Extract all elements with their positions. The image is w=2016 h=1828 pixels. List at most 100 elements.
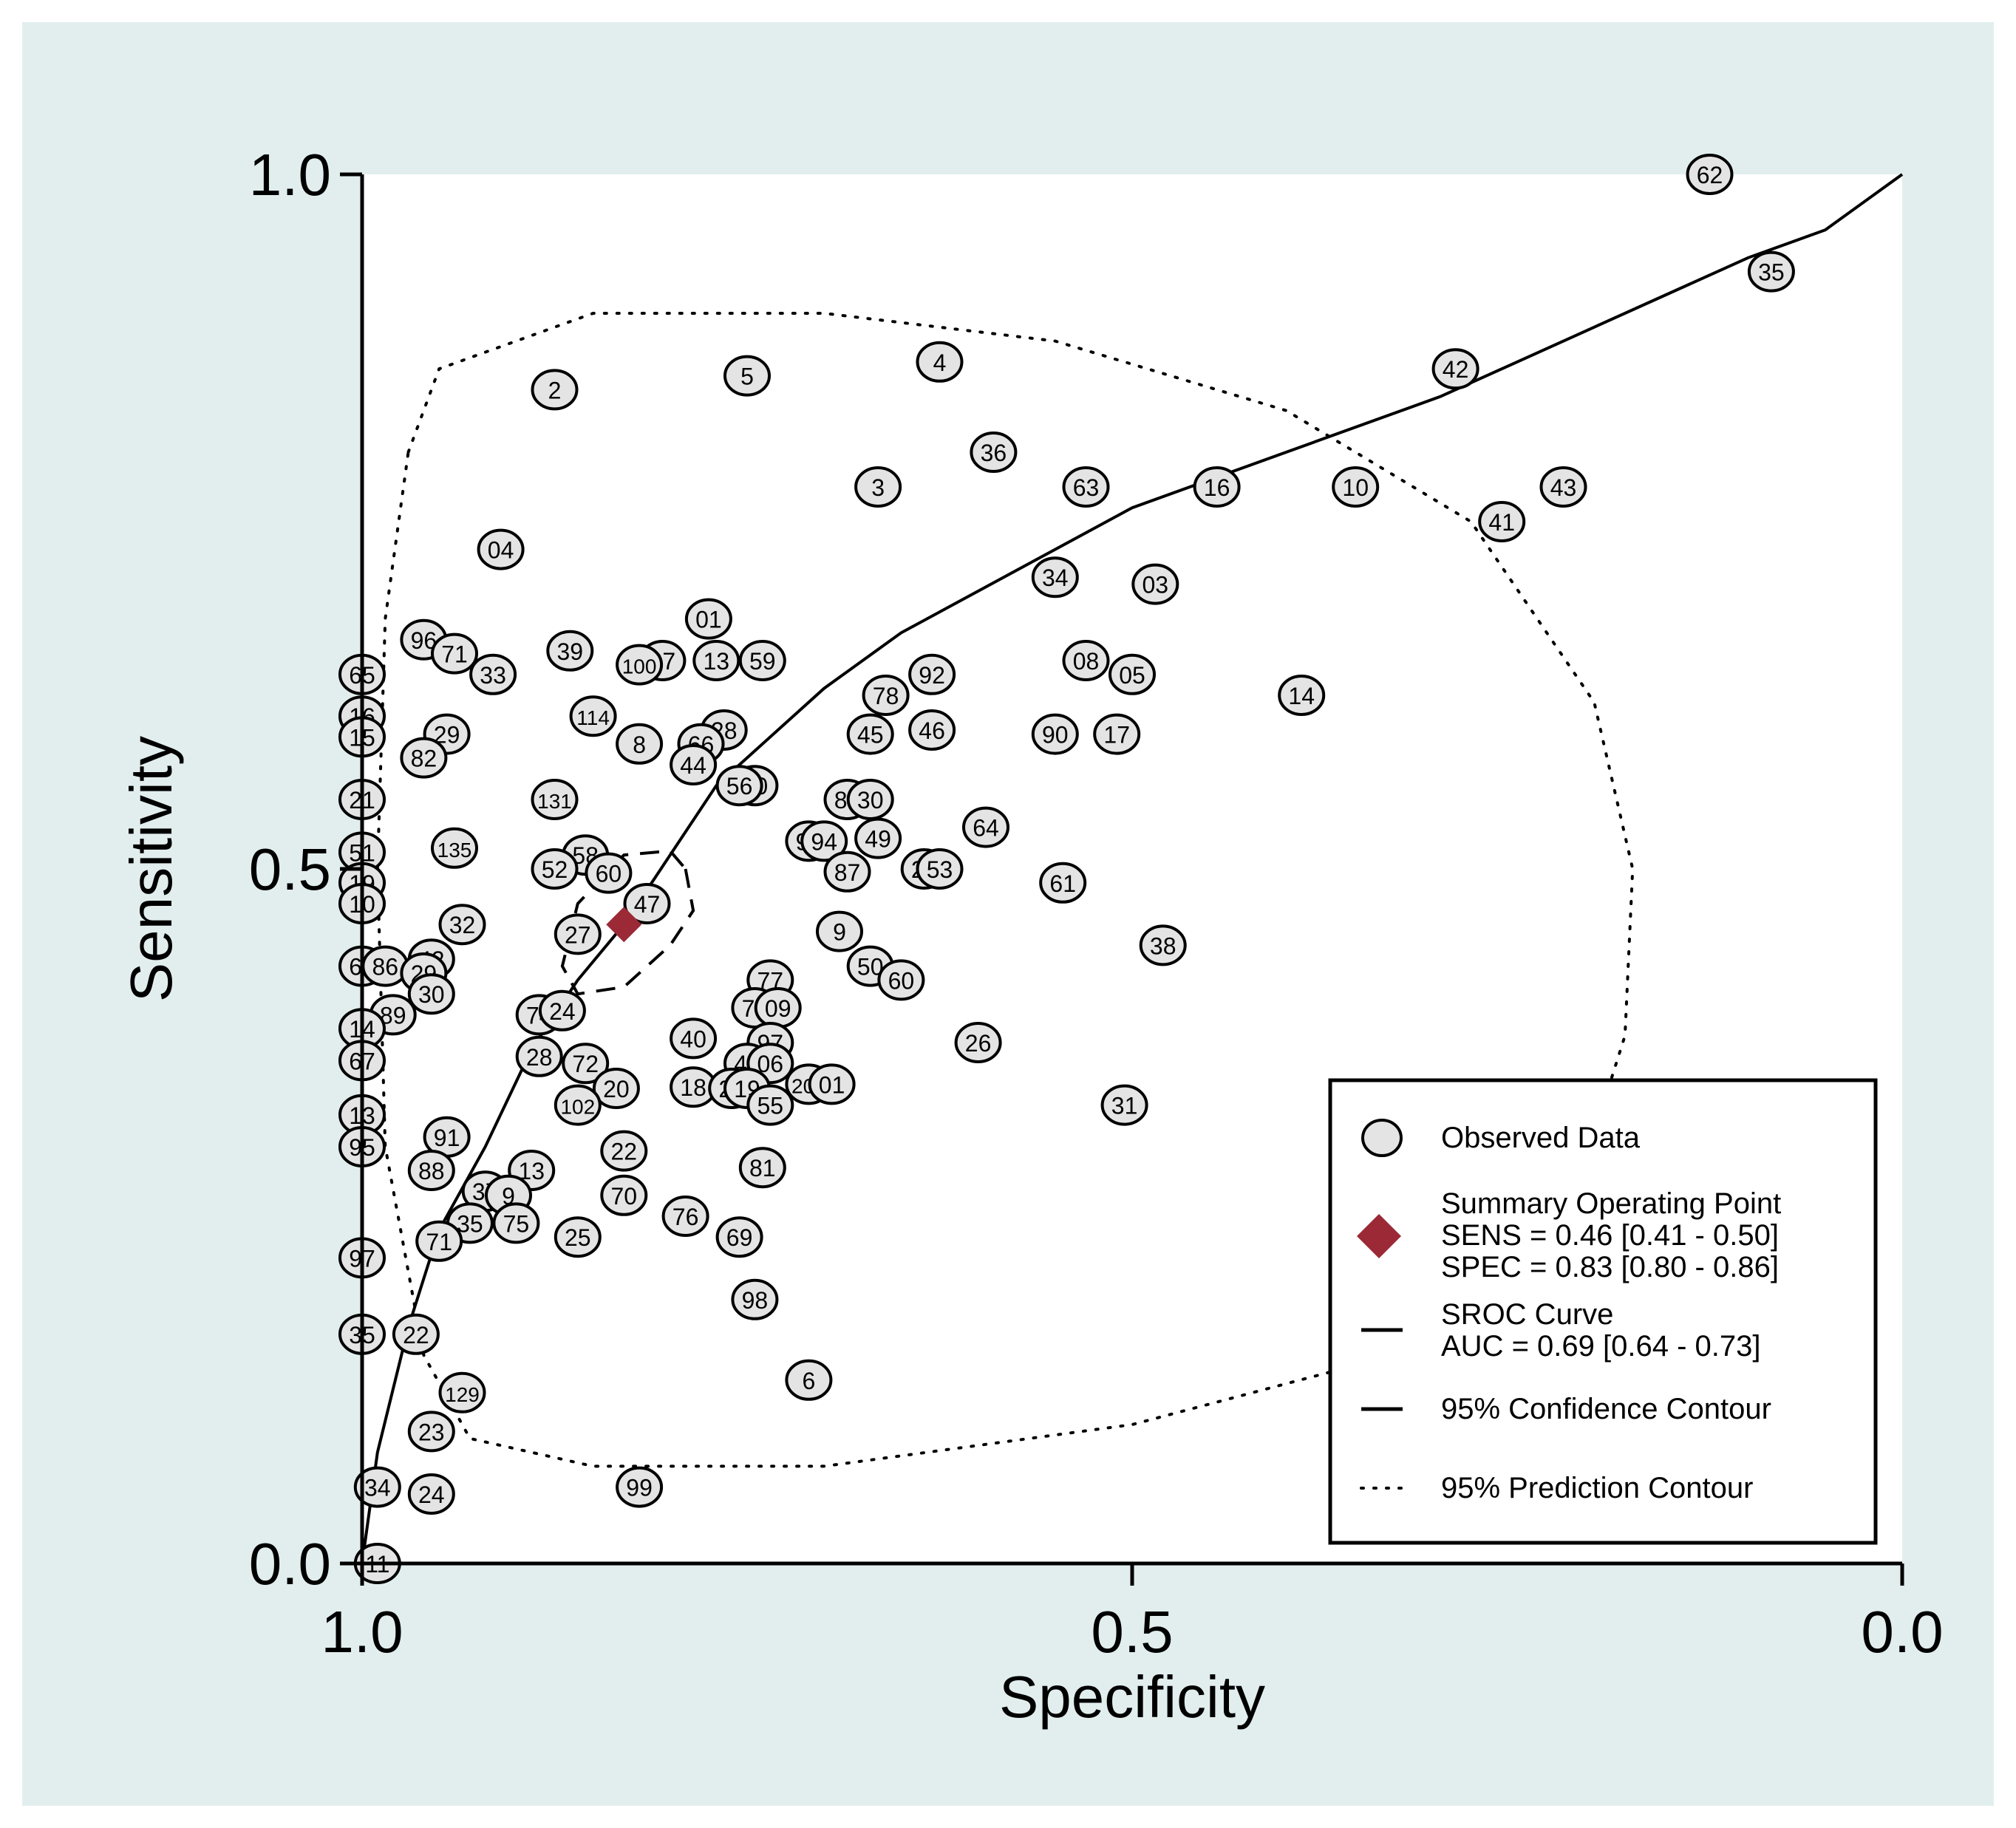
observed-point: 25 [554, 1216, 602, 1258]
observed-point: 24 [538, 989, 586, 1031]
legend-sroc-label: SROC Curve [1441, 1298, 1613, 1331]
observed-point-marker [469, 653, 517, 695]
x-axis-label: Specificity [999, 1664, 1265, 1730]
observed-point-label: 60 [888, 967, 915, 994]
observed-point-label: 129 [445, 1383, 480, 1406]
observed-point-marker [431, 632, 478, 675]
observed-point-marker [731, 1278, 779, 1320]
observed-point-marker [431, 827, 478, 869]
observed-point: 26 [954, 1022, 1002, 1063]
observed-point-marker [846, 779, 894, 820]
observed-point: 59 [738, 640, 786, 681]
observed-point-marker [816, 910, 863, 952]
legend-summary-sens: SENS = 0.46 [0.41 - 0.50] [1441, 1219, 1779, 1252]
observed-point: 47 [623, 883, 671, 924]
observed-point: 86 [361, 945, 409, 987]
observed-point-label: 23 [418, 1419, 445, 1445]
observed-point: 23 [407, 1411, 455, 1453]
observed-point-marker [554, 913, 602, 955]
observed-point-label: 27 [565, 921, 591, 948]
observed-point-label: 94 [811, 828, 837, 855]
observed-point: 71 [415, 1220, 463, 1262]
observed-point: 34 [1031, 556, 1079, 598]
observed-point-label: 71 [426, 1229, 452, 1255]
observed-point-label: 9 [833, 919, 846, 946]
observed-point: 43 [1539, 466, 1587, 508]
observed-point-label: 88 [418, 1158, 445, 1184]
observed-point-label: 131 [537, 790, 572, 813]
observed-point-label: 01 [819, 1071, 845, 1098]
observed-point-marker [916, 341, 964, 383]
observed-point-label: 42 [1443, 356, 1469, 383]
observed-point: 55 [746, 1084, 794, 1126]
observed-point-label: 98 [742, 1287, 769, 1314]
observed-point: 135 [431, 827, 478, 869]
observed-point: 70 [600, 1174, 648, 1216]
observed-point: 53 [916, 848, 964, 890]
observed-point-label: 49 [865, 826, 891, 853]
observed-point-marker [1139, 924, 1187, 966]
observed-point: 90 [1031, 713, 1079, 755]
observed-point: 35 [1747, 250, 1795, 293]
observed-point-label: 63 [1073, 474, 1100, 501]
observed-point: 3 [854, 466, 902, 508]
observed-point: 71 [431, 632, 478, 675]
observed-point-label: 78 [873, 683, 899, 709]
observed-point: 42 [1431, 348, 1479, 390]
observed-point-marker [407, 973, 455, 1015]
observed-point-marker [554, 1216, 602, 1258]
observed-point: 102 [554, 1084, 602, 1126]
observed-point: 14 [1278, 675, 1326, 716]
legend-confidence-label: 95% Confidence Contour [1441, 1393, 1771, 1425]
observed-point-label: 14 [1288, 683, 1315, 709]
observed-point-marker [1109, 653, 1156, 695]
observed-point-label: 75 [503, 1210, 530, 1237]
observed-point-label: 3 [871, 474, 885, 501]
observed-point-marker [962, 806, 1009, 848]
observed-point-label: 22 [611, 1139, 638, 1165]
observed-point-label: 135 [437, 839, 472, 862]
observed-point-label: 30 [418, 981, 445, 1008]
observed-point-marker [407, 1150, 455, 1191]
observed-point: 64 [962, 806, 1009, 848]
observed-point-label: 35 [1758, 259, 1785, 286]
observed-point-marker [738, 640, 786, 681]
observed-point: 49 [854, 817, 902, 859]
legend-summary-spec: SPEC = 0.83 [0.80 - 0.86] [1441, 1251, 1779, 1283]
observed-point-label: 55 [757, 1093, 784, 1119]
observed-point: 62 [1686, 154, 1734, 195]
observed-point: 30 [407, 973, 455, 1015]
observed-point-label: 33 [480, 662, 506, 689]
observed-point-marker [862, 675, 910, 716]
observed-point-marker [415, 1220, 463, 1262]
observed-point: 17 [1093, 713, 1141, 755]
observed-point-label: 40 [680, 1026, 706, 1052]
observed-point-label: 28 [526, 1044, 553, 1071]
observed-point-marker [353, 1466, 401, 1508]
observed-point-label: 22 [403, 1322, 429, 1348]
observed-point-label: 8 [633, 731, 646, 758]
observed-point-label: 36 [981, 440, 1007, 466]
observed-point-label: 31 [1111, 1093, 1138, 1119]
observed-point: 01 [808, 1063, 856, 1105]
observed-point: 88 [407, 1150, 455, 1191]
observed-point-marker [1031, 556, 1079, 598]
observed-point-label: 24 [549, 998, 576, 1025]
observed-point-label: 59 [749, 648, 776, 675]
observed-point-marker [785, 1359, 833, 1401]
observed-point-label: 26 [965, 1030, 992, 1057]
observed-point: 60 [877, 959, 925, 1001]
observed-point-label: 99 [626, 1475, 653, 1501]
observed-point-label: 52 [542, 856, 568, 883]
observed-point-label: 61 [1049, 870, 1076, 897]
observed-point-marker [877, 959, 925, 1001]
observed-point-label: 47 [634, 891, 661, 918]
observed-point-label: 5 [740, 364, 754, 390]
legend-prediction-label: 95% Prediction Contour [1441, 1472, 1753, 1504]
observed-point-label: 86 [372, 954, 399, 980]
summary-operating-point [606, 907, 642, 943]
observed-point-label: 17 [1103, 722, 1130, 748]
summary-point-layer [606, 907, 642, 943]
observed-point-label: 10 [1342, 474, 1369, 501]
observed-point: 131 [531, 779, 579, 820]
